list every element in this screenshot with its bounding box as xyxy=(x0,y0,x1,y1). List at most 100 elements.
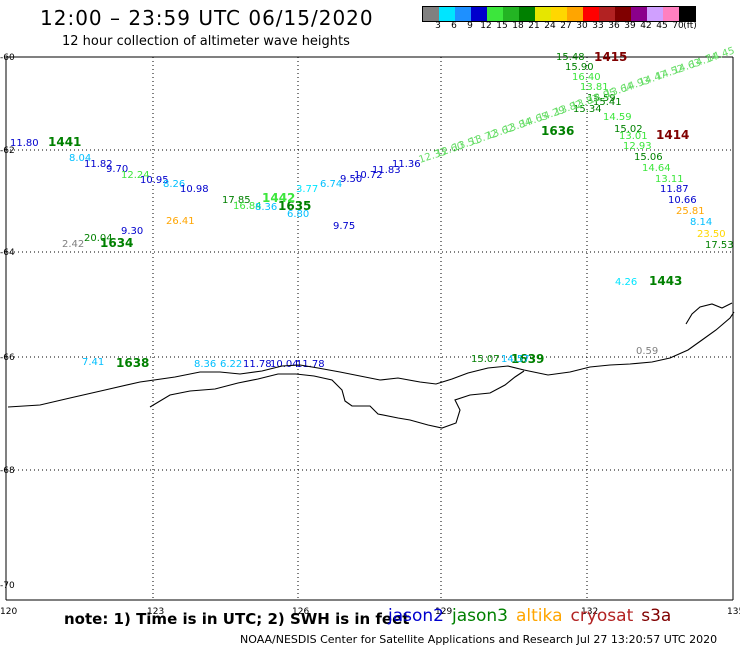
pass-time-label: 1634 xyxy=(100,236,133,250)
axis-labels: -60 -62 -64 -66 -68 -70 120 123 126 129 132 135 xyxy=(0,53,740,617)
wave-height-label: 17.85 xyxy=(222,195,251,206)
pass-time-label: 1414 xyxy=(656,128,689,142)
wave-height-label: 15.59 xyxy=(587,93,616,104)
footnote: note: 1) Time is in UTC; 2) SWH is in fe… xyxy=(64,610,410,628)
legend-tick: 24 xyxy=(544,21,556,31)
pass-time-label: 1635 xyxy=(278,199,311,213)
legend-tick: 18 xyxy=(512,21,524,31)
pass-time-label: 1442 xyxy=(262,191,295,205)
wave-height-label: 17.53 xyxy=(705,240,734,251)
wave-height-label: 6.80 xyxy=(287,209,309,220)
legend-swatch-12 xyxy=(615,7,631,21)
color-legend-ticks: 3 6 9 12 15 18 21 24 27 30 33 36 39 42 45 70 (ft) xyxy=(422,21,740,33)
legend-tick: 15 xyxy=(496,21,508,31)
wave-height-label: 13.81 xyxy=(580,82,609,93)
legend-tick: 36 xyxy=(608,21,620,31)
wave-height-label: 15.06 xyxy=(634,152,663,163)
wave-height-label: 14.59 xyxy=(603,112,632,123)
legend-swatch-16 xyxy=(679,7,695,21)
legend-swatch-14 xyxy=(647,7,663,21)
color-legend-bar xyxy=(422,6,696,22)
wave-height-label: 13.11 xyxy=(655,174,684,185)
legend-tick: 6 xyxy=(451,21,457,31)
wave-height-label: 4.26 xyxy=(615,277,637,288)
wave-height-label: 15.48 xyxy=(556,52,585,63)
wave-height-label: 11.36 xyxy=(392,159,421,170)
lon-label: 132 xyxy=(581,607,598,617)
wave-height-label: 10.98 xyxy=(180,184,209,195)
wave-height-label: 23.50 xyxy=(697,229,726,240)
pass-time-label: 1639 xyxy=(511,352,544,366)
wave-height-label: 25.81 xyxy=(676,206,705,217)
legend-swatch-11 xyxy=(599,7,615,21)
wave-height-label: 0.59 xyxy=(636,346,658,357)
track-height-label: 14.45 xyxy=(706,46,737,65)
lat-label: -60 xyxy=(0,53,15,63)
wave-height-label: 14.64 xyxy=(642,163,671,174)
satellite-s3a: s3a xyxy=(641,606,672,626)
satellite-legend: jason2 jason3 altika cryosat s3a xyxy=(388,606,679,626)
wave-height-label: 8.26 xyxy=(163,179,185,190)
legend-swatch-4 xyxy=(487,7,503,21)
wave-height-label: 15.90 xyxy=(565,62,594,73)
wave-height-label: 15.07 xyxy=(471,354,500,365)
wave-height-label: 7.41 xyxy=(82,357,104,368)
wave-height-label: 8.36 xyxy=(194,359,216,370)
wave-height-label: 9.70 xyxy=(106,164,128,175)
legend-tick: 39 xyxy=(624,21,636,31)
legend-tick: 3 xyxy=(435,21,441,31)
legend-tick: (ft) xyxy=(683,21,697,31)
satellite-jason2: jason2 xyxy=(388,606,444,626)
lon-label: 123 xyxy=(147,607,164,617)
wave-height-label: 20.04 xyxy=(84,233,113,244)
satellite-altika: altika xyxy=(516,606,563,626)
pass-time-label: 1443 xyxy=(649,274,682,288)
antarctic-coastline xyxy=(7,302,735,429)
legend-swatch-3 xyxy=(471,7,487,21)
wave-height-label: 10.72 xyxy=(354,170,383,181)
wave-height-label: 12.93 xyxy=(623,141,652,152)
page-subtitle: 12 hour collection of altimeter wave hei… xyxy=(62,34,350,49)
wave-height-label: 11.78 xyxy=(296,359,325,370)
legend-swatch-9 xyxy=(567,7,583,21)
lat-label: -66 xyxy=(0,353,15,363)
legend-swatch-10 xyxy=(583,7,599,21)
legend-swatch-0 xyxy=(423,7,439,21)
wave-height-label: 16.84 xyxy=(233,201,262,212)
wave-height-label: 26.41 xyxy=(166,216,195,227)
legend-tick: 42 xyxy=(640,21,652,31)
legend-swatch-13 xyxy=(631,7,647,21)
lat-lon-grid xyxy=(5,56,734,601)
lat-label: -70 xyxy=(0,581,15,591)
wave-height-label: 11.87 xyxy=(660,184,689,195)
wave-height-label: 11.83 xyxy=(372,165,401,176)
legend-tick: 45 xyxy=(656,21,668,31)
credit-line: NOAA/NESDIS Center for Satellite Applica… xyxy=(240,633,718,646)
wave-height-label: 11.78 xyxy=(243,359,272,370)
wave-height-label: 13.01 xyxy=(619,131,648,142)
wave-height-label: 9.50 xyxy=(340,174,362,185)
wave-height-label: 10.04 xyxy=(270,359,299,370)
lon-label: 135 xyxy=(727,607,740,617)
lat-label: -64 xyxy=(0,248,15,258)
wave-height-label: 15.34 xyxy=(573,104,602,115)
legend-tick: 70 xyxy=(672,21,684,31)
wave-height-label: 8.04 xyxy=(69,153,91,164)
wave-height-label: 10.66 xyxy=(668,195,697,206)
wave-height-label: 15.41 xyxy=(593,97,622,108)
wave-height-label: 15.02 xyxy=(614,124,643,135)
wave-height-label: 6.22 xyxy=(220,359,242,370)
legend-tick: 21 xyxy=(528,21,540,31)
wave-height-label: 2.42 xyxy=(62,239,84,250)
wave-height-label: 9.30 xyxy=(121,226,143,237)
lon-label: 129 xyxy=(435,607,452,617)
wave-height-label: 6.74 xyxy=(320,179,342,190)
legend-tick: 9 xyxy=(467,21,473,31)
pass-time-label: 1636 xyxy=(541,124,574,138)
legend-swatch-6 xyxy=(519,7,535,21)
pass-time-label: 1441 xyxy=(48,135,81,149)
lat-label: -68 xyxy=(0,466,15,476)
satellite-jason3: jason3 xyxy=(452,606,508,626)
